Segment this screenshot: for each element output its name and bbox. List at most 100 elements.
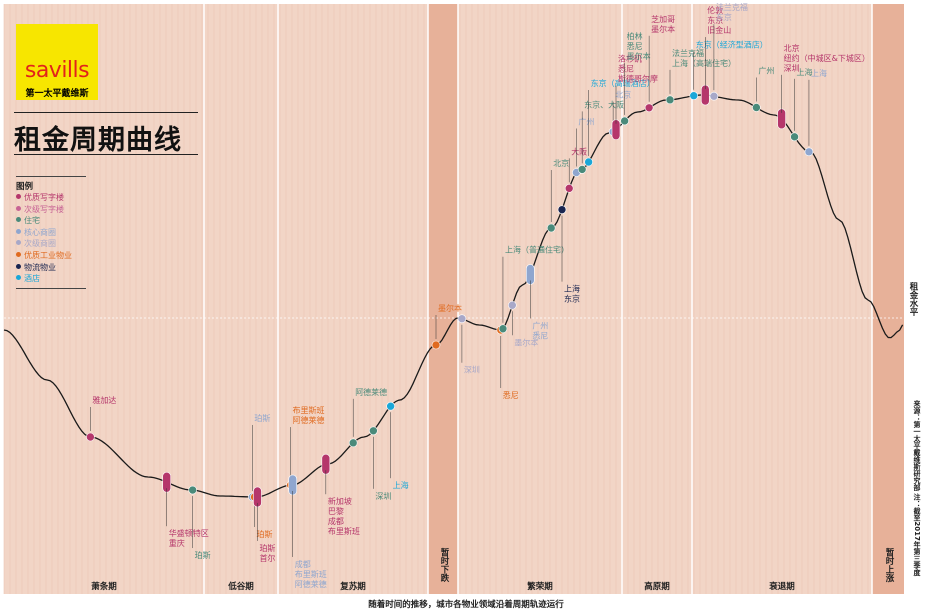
marker-label: 伦敦 — [707, 5, 723, 15]
marker-label: 重庆 — [169, 538, 185, 548]
legend-dot-icon — [16, 217, 21, 223]
marker-label: 纽约（中城区&下城区） — [784, 53, 870, 63]
marker-label: 巴黎 — [328, 506, 344, 516]
marker-label: 珀斯 — [259, 543, 275, 553]
marker-label: 珀斯 — [195, 550, 211, 560]
legend-item: 次级商圈 — [16, 238, 86, 250]
marker-label: 上海 — [811, 68, 827, 78]
legend-label: 酒店 — [24, 274, 40, 284]
marker-label: 北京 — [615, 90, 631, 100]
marker-dot — [584, 157, 593, 167]
legend-label: 核心商圈 — [24, 227, 56, 237]
legend-dot-icon — [16, 240, 21, 246]
marker-label: 上海（普通住宅） — [505, 245, 569, 255]
marker-label: 广州 — [532, 320, 548, 330]
phase-label: 繁荣期 — [527, 582, 553, 592]
marker-label: 广州 — [578, 116, 594, 126]
marker-label: 珀斯 — [254, 413, 270, 423]
footer-caption: 随着时间的推移，城市各物业领域沿着周期轨迹运行 — [368, 600, 564, 610]
marker-label: 法兰克福 — [672, 48, 704, 58]
marker-label: 阿德莱德 — [293, 415, 325, 425]
phase-label: 暂时下跌 — [439, 548, 449, 582]
marker-dot — [508, 300, 517, 310]
marker-label: 墨尔本 — [651, 24, 675, 34]
marker-dot — [689, 91, 699, 101]
marker-label: 珀斯 — [257, 529, 273, 539]
marker-dot — [431, 340, 441, 350]
phase-band — [428, 4, 458, 594]
marker-label: 新加坡 — [328, 496, 352, 506]
marker-dot — [188, 485, 197, 495]
marker-dot — [790, 132, 799, 142]
marker-dot — [577, 165, 587, 174]
phase-label: 暂时上涨 — [884, 548, 894, 582]
legend-label: 物流物业 — [24, 262, 56, 272]
legend-label: 次级写字楼 — [24, 204, 64, 214]
chart-title: 租金周期曲线 — [14, 125, 182, 156]
marker-label: 上海 — [797, 67, 813, 77]
marker-label: 北京 — [784, 43, 800, 53]
marker-dot — [348, 438, 358, 448]
marker-dot — [386, 401, 395, 411]
marker-dot — [644, 103, 654, 113]
marker-label: 墨尔本 — [438, 303, 462, 313]
phase-label: 复苏期 — [340, 582, 366, 592]
legend-dot-icon — [16, 228, 21, 234]
phase-band — [872, 4, 904, 594]
legend-label: 优质工业物业 — [24, 250, 72, 260]
legend-label: 次级商圈 — [24, 239, 56, 249]
marker-label: 布里斯班 — [293, 405, 325, 415]
legend: 图例 优质写字楼次级写字楼住宅 核心商圈次级商圈 优质工业物业 物流物业酒店 — [16, 176, 86, 289]
marker-label: 雅加达 — [92, 395, 116, 405]
marker-label: 洛杉矶 — [618, 54, 642, 64]
marker-dot — [457, 314, 467, 324]
rent-level-label: 租金水平 — [908, 282, 918, 316]
marker-dot — [557, 205, 567, 214]
title-rule-bottom — [14, 154, 198, 155]
marker-dot — [86, 432, 95, 442]
marker-dot — [498, 324, 508, 334]
marker-label: 北京 — [553, 158, 569, 168]
marker-label: 东京 — [564, 294, 580, 304]
marker-label: 上海 — [564, 284, 580, 294]
legend-dot-icon — [16, 194, 21, 199]
marker-label: 东京 — [716, 12, 732, 22]
marker-dot — [752, 103, 761, 112]
legend-item: 优质工业物业 — [16, 250, 86, 262]
phase-label: 萧条期 — [91, 582, 117, 592]
marker-label: 墨尔本 — [627, 51, 651, 61]
marker-label: 首尔 — [259, 553, 275, 563]
marker-label: 旧金山 — [707, 25, 731, 35]
marker-label: 柏林 — [627, 31, 643, 41]
marker-label: 上海 — [393, 480, 409, 490]
logo-sub-text: 第一太平戴维斯 — [25, 89, 89, 99]
marker-label: 东京（经济型酒店） — [696, 40, 768, 50]
legend-items: 优质写字楼次级写字楼住宅 核心商圈次级商圈 优质工业物业 物流物业酒店 — [16, 192, 86, 285]
marker-label: 悉尼 — [618, 64, 634, 74]
marker-label: 华盛顿特区 — [169, 528, 209, 538]
marker-dot — [665, 95, 675, 105]
legend-label: 住宅 — [24, 216, 40, 226]
marker-label: 阿德莱德 — [295, 579, 327, 589]
legend-title: 图例 — [16, 176, 86, 192]
marker-label: 东京、大阪 — [584, 99, 624, 109]
legend-item: 物流物业 — [16, 262, 86, 274]
marker-dot — [369, 426, 378, 436]
title-rule-top — [14, 112, 198, 113]
source-note: 来源：第一太平戴维斯研究部 注：截至2017年第三季度 — [913, 400, 921, 576]
marker-label: 深圳 — [375, 491, 391, 501]
phase-label: 低谷期 — [228, 582, 254, 592]
marker-label: 大阪 — [571, 146, 587, 156]
legend-dot-icon — [16, 275, 21, 281]
marker-label: 法兰克福 — [716, 2, 748, 12]
marker-label: 上海（高端住宅） — [672, 58, 736, 68]
marker-label: 东京 — [707, 15, 723, 25]
marker-label: 成都 — [328, 516, 344, 526]
marker-label: 成都 — [295, 559, 311, 569]
legend-label: 优质写字楼 — [24, 193, 64, 202]
marker-label: 布里斯班 — [328, 526, 360, 536]
marker-label: 斯德哥尔摩 — [618, 74, 658, 84]
phase-label: 衰退期 — [769, 582, 795, 592]
